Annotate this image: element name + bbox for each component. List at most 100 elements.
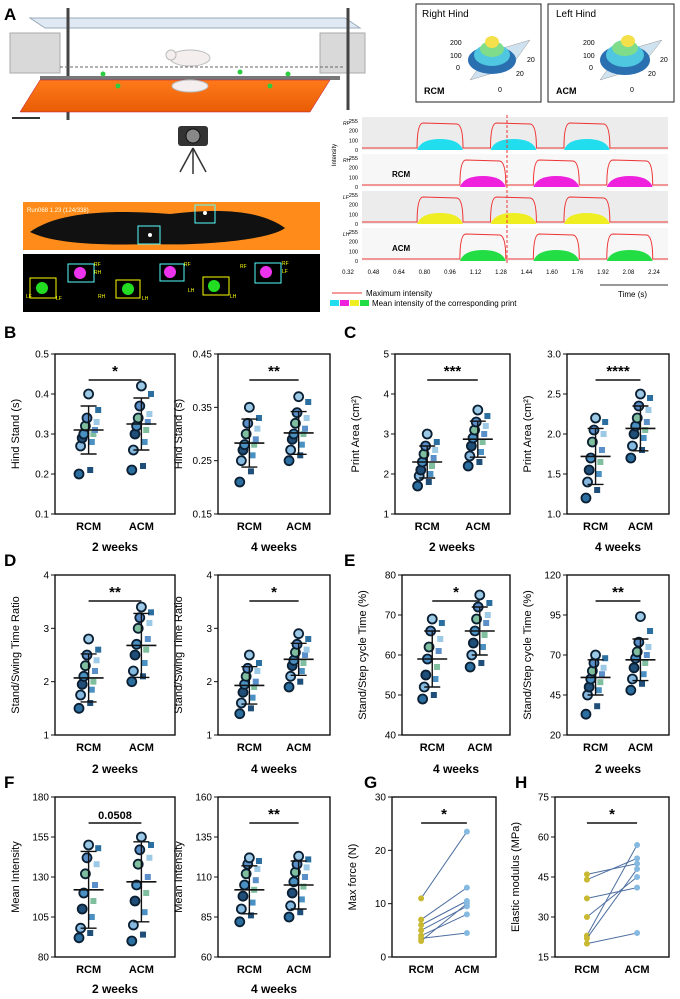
data-point (88, 914, 95, 920)
trace-tick: 0 (355, 259, 358, 265)
data-point (283, 455, 295, 467)
chart-d2: 1 2 3 4 Stand/Swing Time Ratio RCM ACM 4 weeks * (173, 571, 331, 776)
data-point (81, 649, 93, 661)
x-category-label: ACM (129, 742, 154, 754)
y-tick-label: 2 (43, 677, 49, 688)
data-point (148, 842, 154, 848)
y-tick-label: 0.45 (193, 350, 213, 361)
data-point-rcm (583, 935, 590, 942)
trace-group-label: RCM (392, 170, 411, 179)
data-point (432, 447, 439, 453)
trace-tick: 100 (349, 212, 358, 218)
data-point (247, 705, 254, 712)
y-axis-label: Stand/Swing Time Ratio (173, 596, 185, 713)
y-axis-label: Stand/Step cycle Time (%) (522, 590, 534, 720)
data-point (135, 380, 147, 392)
data-point (595, 471, 602, 477)
svg-text:Run068 1.23 (124/338): Run068 1.23 (124/338) (27, 208, 89, 214)
data-point (631, 412, 643, 424)
chart-b1: 0.1 0.2 0.3 0.4 0.5 Hind Stand (s) RCM ACM 2 wee… (10, 350, 176, 554)
walkway-illustration (9, 8, 366, 120)
data-point (249, 694, 256, 701)
y-tick-label: 85 (201, 913, 213, 924)
intensity-ylabel: Intensity (332, 144, 338, 166)
x-category-label: RCM (237, 742, 262, 754)
data-point (146, 411, 153, 417)
chart-c1: 1 2 3 4 5 Print Area (cm²) RCM ACM 2 weeks *** (350, 350, 511, 554)
data-point (595, 687, 602, 694)
trace-tick: 0 (355, 185, 358, 191)
legend-color-swatch (350, 300, 359, 306)
y-tick-label: 20 (375, 846, 387, 857)
data-point (425, 479, 432, 485)
data-point (427, 471, 434, 477)
svg-text:Left Hind: Left Hind (556, 9, 596, 20)
svg-text:100: 100 (583, 53, 595, 60)
data-point (302, 652, 309, 658)
y-tick-label: 60 (385, 651, 397, 662)
data-point (81, 412, 93, 424)
data-point-acm (463, 900, 470, 907)
data-point (597, 459, 604, 465)
data-point (80, 868, 91, 880)
data-point (135, 601, 147, 613)
significance-label: *** (444, 363, 462, 380)
data-point (597, 679, 604, 686)
svg-text:LF: LF (26, 294, 32, 300)
y-tick-label: 135 (195, 833, 212, 844)
data-point (73, 932, 85, 944)
data-point (434, 664, 441, 670)
data-point-acm (463, 884, 470, 891)
pair-line (420, 913, 468, 937)
data-point (83, 839, 94, 851)
x-category-label: ACM (129, 521, 154, 533)
time-tick: 1.12 (470, 270, 482, 276)
svg-text:RH: RH (98, 294, 106, 300)
significance-label: * (112, 363, 118, 380)
data-point (255, 415, 262, 421)
data-point (247, 468, 254, 475)
svg-text:20: 20 (660, 57, 668, 64)
y-tick-label: 45 (550, 691, 562, 702)
x-category-label: ACM (628, 521, 653, 533)
legend-color-swatch (340, 300, 349, 306)
data-point (305, 636, 312, 642)
data-point (583, 464, 595, 476)
data-point (293, 850, 305, 862)
data-point (237, 890, 249, 902)
time-tick: 2.08 (623, 270, 635, 276)
data-point (625, 684, 637, 696)
data-point (291, 407, 303, 419)
y-tick-label: 70 (550, 651, 562, 662)
data-point (423, 641, 435, 653)
data-point (438, 620, 445, 626)
data-point (602, 419, 609, 425)
data-point (76, 903, 88, 915)
data-point (642, 427, 649, 433)
data-point (143, 427, 150, 433)
data-point (93, 419, 100, 425)
data-point (83, 633, 94, 645)
data-point (141, 909, 148, 916)
data-point (303, 646, 310, 653)
x-axis-label: 4 weeks (251, 982, 297, 996)
data-point (242, 417, 254, 429)
data-point (476, 459, 483, 465)
y-tick-label: 0.2 (35, 470, 49, 481)
mean-intensity-print (563, 139, 610, 150)
data-point (90, 898, 97, 904)
trace-tick: 100 (349, 175, 358, 181)
camera-icon (178, 126, 208, 174)
data-point (286, 887, 298, 899)
data-point (628, 662, 640, 674)
y-tick-label: 4 (383, 390, 389, 401)
chart-g: 0 10 20 30 Max force (N) RCM ACM * (347, 793, 497, 976)
y-tick-label: 20 (550, 731, 562, 742)
time-tick: 1.28 (495, 270, 507, 276)
time-tick: 2.24 (648, 270, 660, 276)
data-point (300, 883, 307, 890)
y-tick-label: 3.0 (547, 350, 561, 361)
y-tick-label: 155 (32, 833, 49, 844)
data-point (297, 909, 304, 916)
